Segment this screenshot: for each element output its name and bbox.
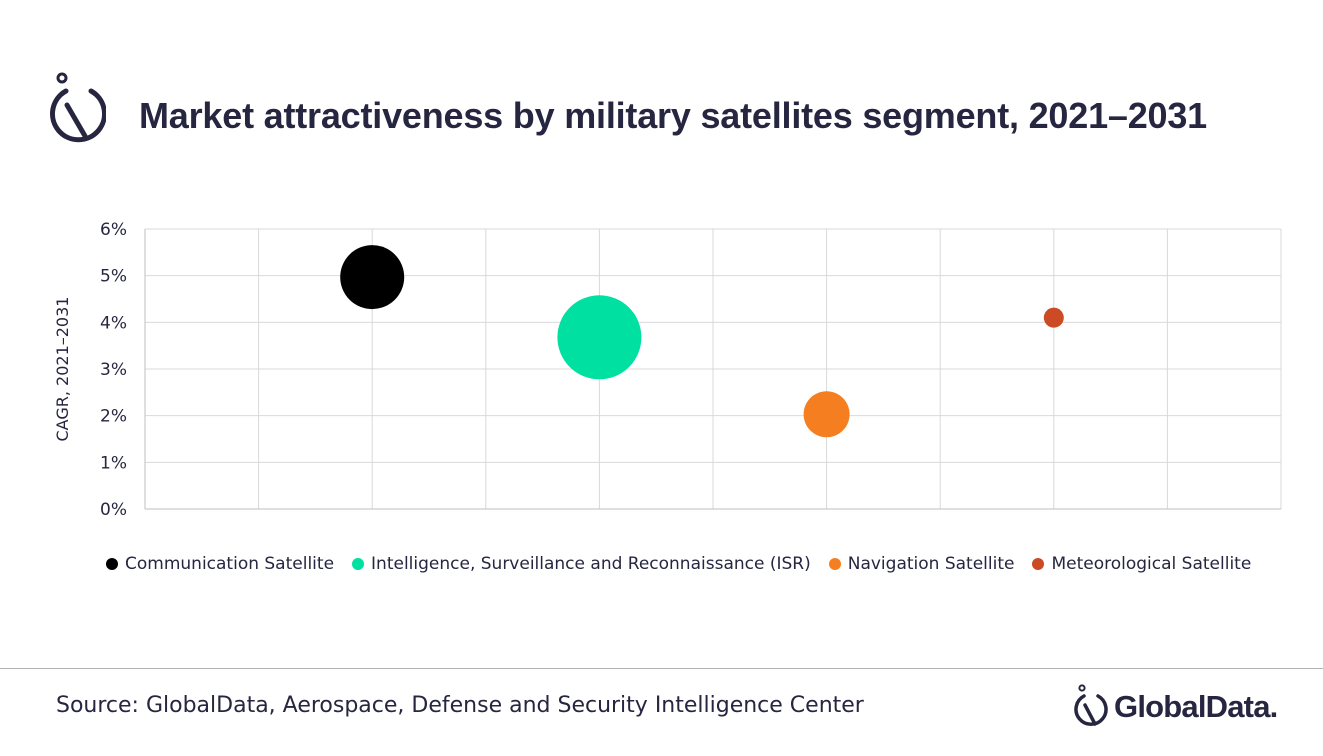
legend-item-navigation: Navigation Satellite bbox=[828, 554, 1015, 574]
bubble-point bbox=[557, 295, 642, 380]
legend-label: Intelligence, Surveillance and Reconnais… bbox=[371, 554, 811, 574]
y-tick-label: 4% bbox=[100, 313, 127, 333]
bubble-point bbox=[803, 391, 850, 438]
footer-divider bbox=[0, 668, 1323, 669]
y-tick-label: 1% bbox=[100, 453, 127, 473]
legend-marker bbox=[352, 558, 365, 570]
legend-item-isr: Intelligence, Surveillance and Reconnais… bbox=[352, 554, 811, 574]
chart-title: Market attractiveness by military satell… bbox=[139, 95, 1207, 136]
brand-name: GlobalData. bbox=[1114, 689, 1278, 724]
legend-label: Communication Satellite bbox=[125, 554, 335, 574]
y-tick-label: 6% bbox=[100, 220, 127, 240]
bubble-point bbox=[340, 245, 405, 310]
bubble-point bbox=[1043, 307, 1064, 328]
globaldata-logo-icon bbox=[50, 72, 106, 143]
legend-marker bbox=[106, 558, 118, 570]
legend-marker bbox=[828, 558, 841, 570]
chart-legend: Communication Satellite Intelligence, Su… bbox=[106, 551, 1269, 577]
legend-item-meteorological: Meteorological Satellite bbox=[1032, 554, 1251, 574]
globaldata-mark-icon bbox=[1074, 684, 1108, 726]
brand-logo: GlobalData. bbox=[1072, 683, 1278, 731]
legend-item-communication: Communication Satellite bbox=[106, 554, 334, 574]
y-tick-label: 2% bbox=[100, 407, 127, 427]
source-note: Source: GlobalData, Aerospace, Defense a… bbox=[56, 693, 864, 718]
y-tick-label: 3% bbox=[100, 360, 127, 380]
bubble-chart: 0% 1% 2% 3% 4% 5% 6% CAGR, 2021–2031 bbox=[53, 220, 1282, 520]
y-tick-label: 0% bbox=[100, 500, 127, 520]
y-tick-label: 5% bbox=[100, 267, 127, 287]
legend-label: Navigation Satellite bbox=[847, 554, 1015, 574]
legend-label: Meteorological Satellite bbox=[1051, 554, 1252, 574]
y-axis-title: CAGR, 2021–2031 bbox=[53, 297, 72, 442]
legend-marker bbox=[1032, 558, 1045, 570]
